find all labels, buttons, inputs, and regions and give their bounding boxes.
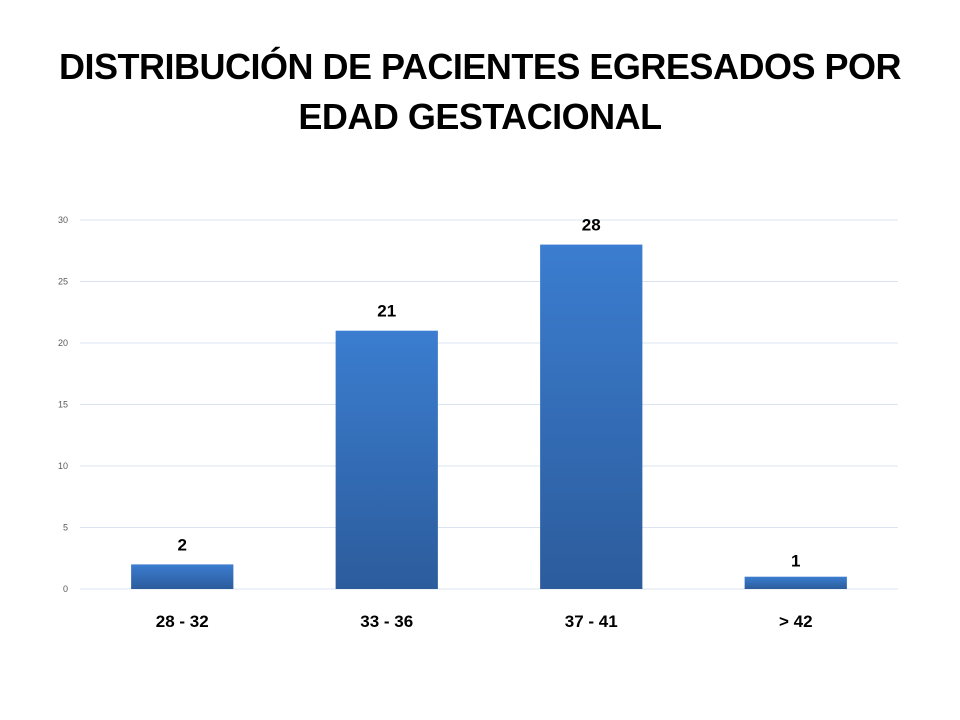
bar — [131, 564, 234, 589]
data-labels: 2 21 28 1 — [178, 216, 801, 571]
y-tick-label: 10 — [58, 461, 68, 471]
chart-title: DISTRIBUCIÓN DE PACIENTES EGRESADOS POR … — [59, 46, 901, 137]
category-label: 33 - 36 — [360, 612, 413, 631]
category-label: > 42 — [779, 612, 813, 631]
category-label: 28 - 32 — [156, 612, 209, 631]
bar — [744, 576, 847, 589]
y-axis-ticks: 0 5 10 15 20 25 30 — [58, 215, 68, 594]
y-tick-label: 20 — [58, 338, 68, 348]
data-label: 1 — [791, 552, 800, 571]
data-label: 2 — [178, 535, 187, 554]
bars — [131, 244, 847, 589]
y-tick-label: 5 — [63, 523, 68, 533]
y-tick-label: 0 — [63, 584, 68, 594]
category-labels: 28 - 32 33 - 36 37 - 41 > 42 — [156, 612, 813, 631]
y-tick-label: 15 — [58, 400, 68, 410]
data-label: 28 — [582, 216, 601, 235]
y-tick-label: 25 — [58, 277, 68, 287]
category-label: 37 - 41 — [565, 612, 618, 631]
bar — [335, 330, 438, 589]
data-label: 21 — [377, 302, 396, 321]
y-tick-label: 30 — [58, 215, 68, 225]
bar — [540, 244, 643, 589]
gridlines — [80, 219, 898, 590]
